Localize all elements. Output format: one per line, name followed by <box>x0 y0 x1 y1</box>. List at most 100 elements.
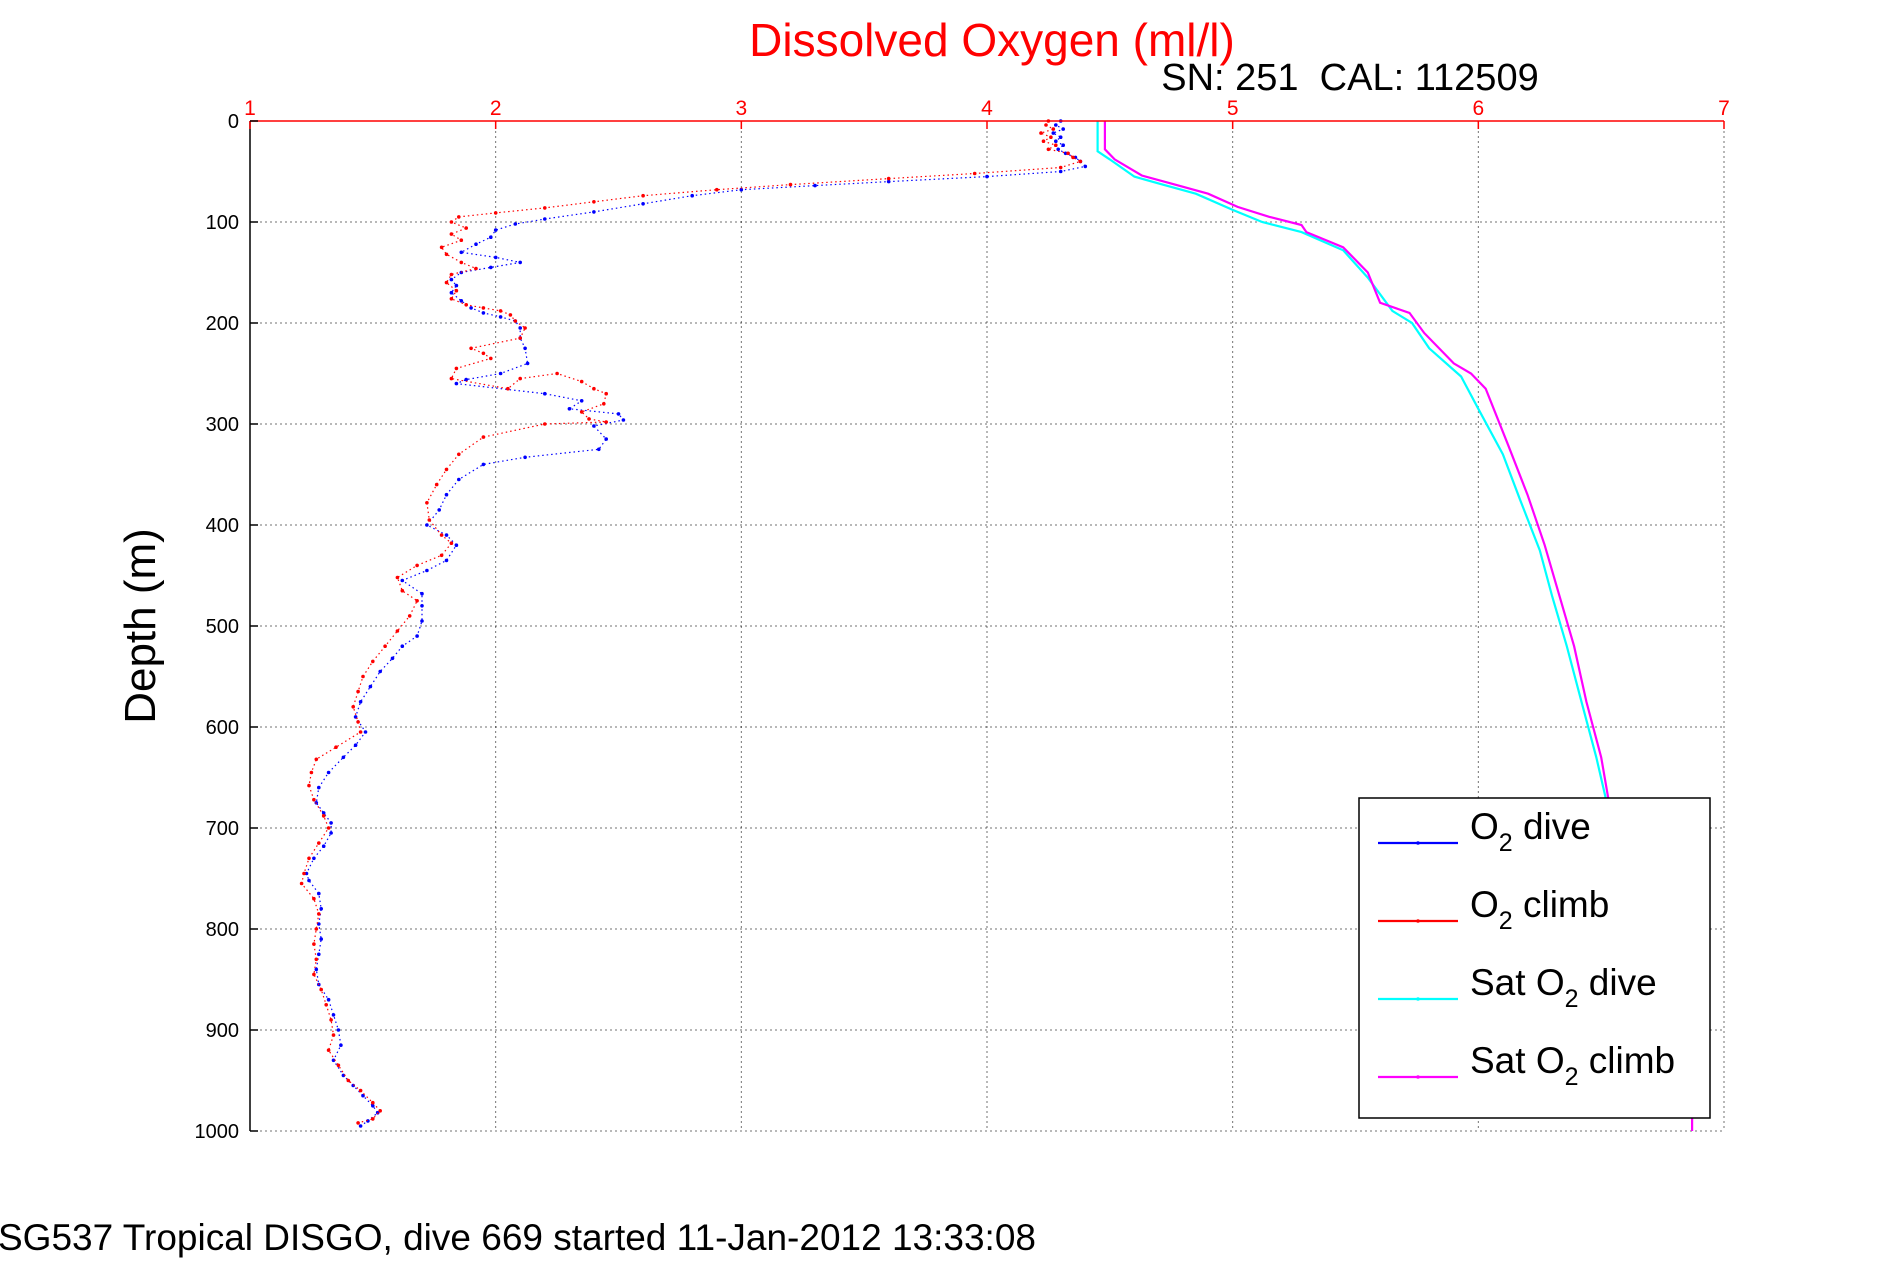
series-trace-0 <box>305 120 1087 1127</box>
series-0-point-67 <box>415 634 419 638</box>
series-0-point-64 <box>420 591 424 596</box>
series-0-point-21 <box>513 222 518 226</box>
series-0-point-13 <box>985 174 989 179</box>
series-0-point-66 <box>420 619 424 623</box>
series-1-point-95 <box>319 987 324 992</box>
series-1-point-55 <box>543 422 547 426</box>
series-0-point-87 <box>317 891 321 896</box>
series-0-point-53 <box>523 455 527 460</box>
series-0-point-92 <box>314 967 319 972</box>
x-tick-label-2: 3 <box>735 97 747 120</box>
x-tick-label-5: 6 <box>1472 97 1484 120</box>
series-1-point-67 <box>400 588 405 593</box>
series-0-point-91 <box>317 952 321 957</box>
series-1-point-47 <box>555 371 559 376</box>
y-tick-label-6: 600 <box>206 717 239 739</box>
series-1-point-9 <box>1071 155 1075 160</box>
series-1-point-7 <box>1046 147 1051 152</box>
series-0-point-98 <box>331 1058 336 1063</box>
legend: O2 dive O2 climb Sat O2 dive Sat O2 climb <box>1358 797 1711 1119</box>
series-1-point-17 <box>592 200 596 204</box>
series-1-point-105 <box>371 1117 375 1121</box>
series-0-point-101 <box>361 1093 365 1098</box>
series-1-point-44 <box>449 376 454 381</box>
series-1-point-65 <box>415 563 419 568</box>
legend-marker-3 <box>1416 1075 1420 1079</box>
series-1-point-1 <box>1044 123 1048 127</box>
series-0-point-62 <box>425 568 429 573</box>
series-0-point-72 <box>358 700 363 704</box>
series-0-point-19 <box>592 210 596 214</box>
series-1-point-98 <box>331 1033 336 1037</box>
series-0-point-7 <box>1056 147 1060 152</box>
series-1-point-31 <box>454 288 459 293</box>
series-1-point-40 <box>469 346 473 351</box>
series-0-point-16 <box>739 187 744 192</box>
series-layer <box>299 119 1694 1131</box>
series-0-point-25 <box>459 250 464 255</box>
series-0-point-102 <box>371 1104 375 1108</box>
series-1-point-51 <box>602 402 606 406</box>
series-0-point-24 <box>474 242 478 246</box>
series-1-point-28 <box>474 266 478 271</box>
series-0-point-60 <box>454 543 459 547</box>
series-0-point-17 <box>690 193 694 198</box>
series-1 <box>299 119 1083 1125</box>
series-0-point-46 <box>579 399 584 403</box>
series-1-point-22 <box>464 226 469 230</box>
series-0-point-47 <box>567 407 572 411</box>
series-1-point-99 <box>326 1048 331 1052</box>
series-0-point-15 <box>813 183 817 188</box>
series-1-point-52 <box>579 410 584 414</box>
series-0-point-8 <box>1063 151 1068 156</box>
series-1-point-89 <box>312 896 316 901</box>
series-0-point-77 <box>326 770 331 775</box>
series-1-point-12 <box>972 171 977 176</box>
series-1-point-64 <box>439 553 444 558</box>
series-1-point-92 <box>312 942 316 946</box>
series-1-point-39 <box>518 336 522 340</box>
series-1-point-50 <box>604 391 608 396</box>
series-1-point-2 <box>1051 127 1056 131</box>
series-1-point-21 <box>449 220 454 224</box>
series-0-point-27 <box>518 260 522 265</box>
series-0-point-2 <box>1061 127 1065 131</box>
series-1-point-42 <box>489 356 493 361</box>
series-1-point-24 <box>459 238 464 242</box>
series-1-point-73 <box>361 674 365 679</box>
series-1-point-76 <box>356 720 360 724</box>
series-0-point-84 <box>312 856 316 861</box>
series-1-point-59 <box>434 482 439 487</box>
series-1-point-75 <box>351 705 356 709</box>
series-1-point-15 <box>715 187 719 192</box>
series-1-point-106 <box>356 1121 360 1125</box>
series-0-point-85 <box>304 871 309 876</box>
series-1-point-86 <box>307 856 311 861</box>
series-0-point-28 <box>489 265 493 270</box>
series-1-point-56 <box>481 435 486 439</box>
series-1-point-3 <box>1039 131 1043 135</box>
series-line-2 <box>1096 121 1608 800</box>
series-0-point-33 <box>459 299 464 303</box>
x-tick-label-0: 1 <box>244 97 256 120</box>
series-1-point-4 <box>1049 135 1053 139</box>
series-1-point-20 <box>457 215 461 219</box>
series-0-point-59 <box>444 533 449 537</box>
series-0-point-6 <box>1061 143 1065 147</box>
series-1-point-96 <box>324 1003 329 1007</box>
x-tick-label-6: 7 <box>1718 97 1730 120</box>
series-1-point-84 <box>326 826 331 830</box>
y-tick-label-7: 700 <box>206 818 239 840</box>
series-1-point-66 <box>395 575 400 580</box>
series-0-point-78 <box>317 785 321 790</box>
series-0-point-4 <box>1058 135 1063 139</box>
x-tick-label-4: 5 <box>1227 97 1239 120</box>
series-0-point-31 <box>454 283 459 288</box>
y-tick-label-5: 500 <box>206 616 239 638</box>
series-1-point-91 <box>314 927 319 931</box>
y-tick-label-2: 200 <box>206 313 239 335</box>
series-0-point-20 <box>543 217 547 221</box>
series-0-point-5 <box>1054 139 1058 143</box>
series-1-point-88 <box>299 881 304 886</box>
series-1-point-57 <box>457 452 461 457</box>
